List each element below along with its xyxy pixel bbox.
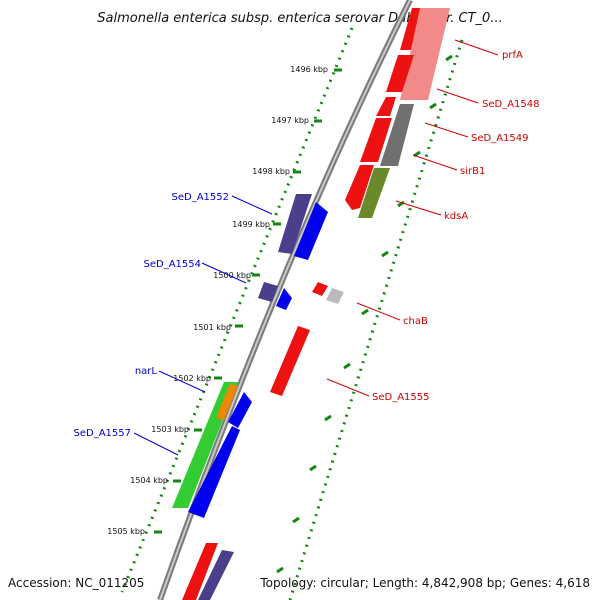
gene-label-forward[interactable]: SeD_A1557 <box>74 428 132 439</box>
scale-track-right <box>288 39 464 600</box>
gene-feature[interactable] <box>258 282 278 302</box>
scale-label: 1504 kbp <box>130 476 168 485</box>
gene-feature[interactable] <box>386 55 414 92</box>
gene-feature[interactable] <box>216 384 238 420</box>
scale-label: 1498 kbp <box>252 167 290 176</box>
scale-label: 1503 kbp <box>151 425 189 434</box>
gene-label-forward[interactable]: SeD_A1552 <box>172 192 230 203</box>
gene-feature[interactable] <box>360 118 392 162</box>
gene-feature[interactable] <box>198 550 234 600</box>
accession-text: Accession: NC_011205 <box>8 576 144 590</box>
gene-feature[interactable] <box>188 426 240 518</box>
gene-feature[interactable] <box>376 97 396 116</box>
gene-feature[interactable] <box>312 282 328 296</box>
gene-feature[interactable] <box>276 288 292 310</box>
gene-feature[interactable] <box>400 8 450 100</box>
scale-track-left <box>120 27 354 593</box>
gene-feature[interactable] <box>345 165 374 210</box>
topology-text: Topology: circular; Length: 4,842,908 bp… <box>259 576 590 590</box>
scale-label: 1496 kbp <box>290 65 328 74</box>
gene-label-reverse[interactable]: SeD_A1555 <box>372 392 430 403</box>
gene-label-reverse[interactable]: kdsA <box>444 211 468 222</box>
gene-feature[interactable] <box>182 543 218 600</box>
gene-label-reverse[interactable]: prfA <box>502 50 523 61</box>
gene-feature[interactable] <box>228 392 252 428</box>
gene-label-reverse[interactable]: SeD_A1548 <box>482 99 540 110</box>
gene-feature[interactable] <box>326 288 344 304</box>
gene-feature[interactable] <box>294 202 328 260</box>
gene-feature[interactable] <box>278 194 312 254</box>
reverse-gene-features <box>182 8 450 600</box>
scale-label: 1505 kbp <box>107 527 145 536</box>
gene-label-forward[interactable]: SeD_A1554 <box>144 259 202 270</box>
gene-feature[interactable] <box>380 104 414 166</box>
gene-feature[interactable] <box>358 168 390 218</box>
forward-gene-features <box>172 194 328 600</box>
scale-label: 1501 kbp <box>193 323 231 332</box>
gene-label-reverse[interactable]: sirB1 <box>460 166 485 177</box>
scale-label: 1500 kbp <box>213 271 251 280</box>
gene-label-reverse[interactable]: chaB <box>403 316 428 327</box>
scale-ticks-right <box>276 54 453 574</box>
forward-label-leaders <box>133 195 273 456</box>
scale-label: 1502 kbp <box>173 374 211 383</box>
gene-label-forward[interactable]: narL <box>135 366 158 377</box>
scale-label: 1499 kbp <box>232 220 270 229</box>
gene-feature[interactable] <box>270 326 310 396</box>
reverse-label-leaders <box>326 39 499 397</box>
scale-ticks-left <box>154 68 342 534</box>
gene-label-reverse[interactable]: SeD_A1549 <box>471 133 529 144</box>
scale-label: 1497 kbp <box>271 116 309 125</box>
